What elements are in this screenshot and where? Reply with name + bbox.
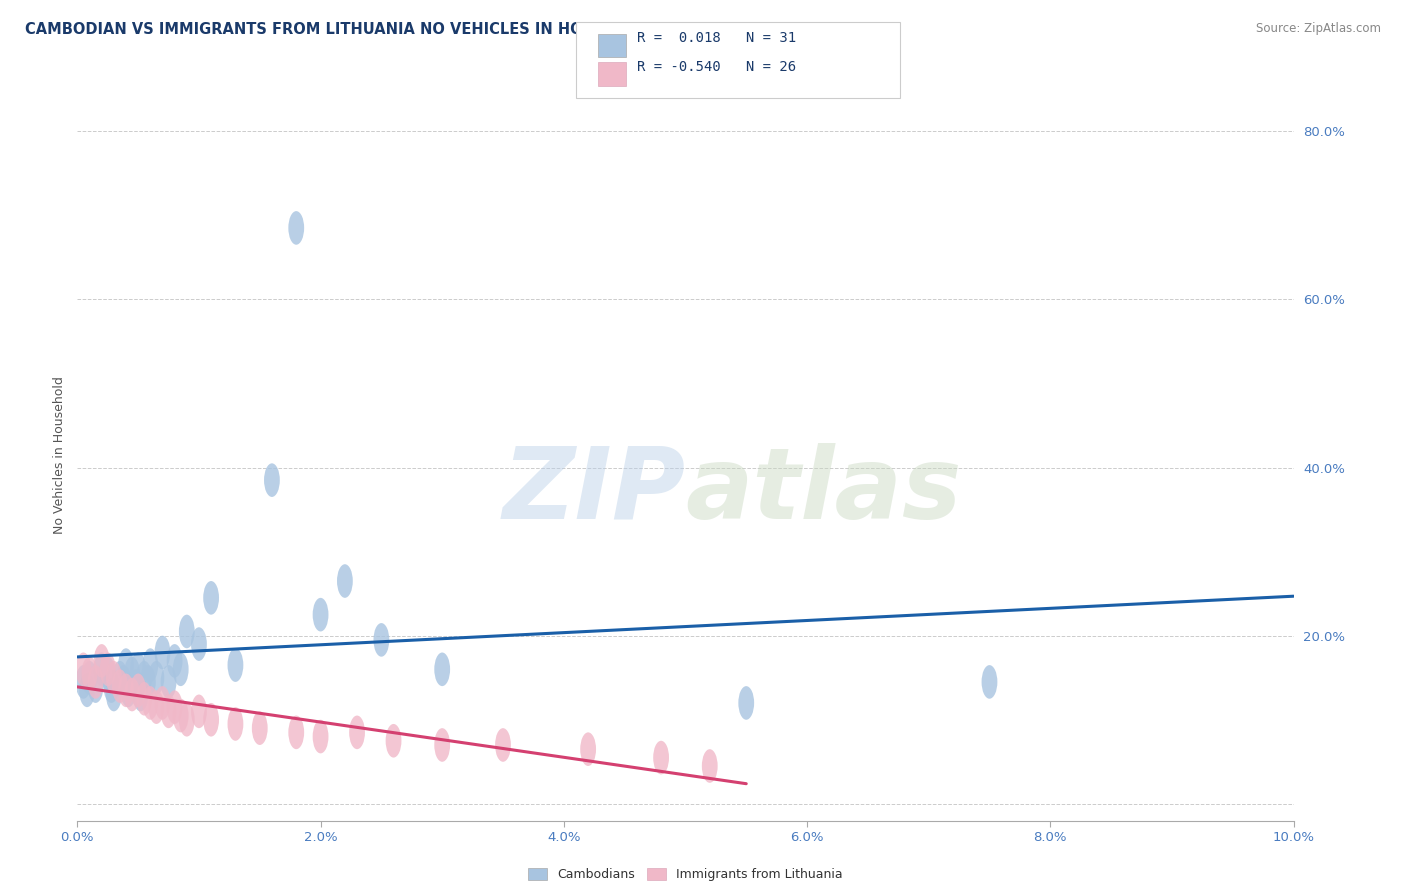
Ellipse shape <box>434 652 450 686</box>
Text: ZIP: ZIP <box>502 443 686 540</box>
Ellipse shape <box>155 686 170 720</box>
Ellipse shape <box>79 673 96 707</box>
Ellipse shape <box>738 686 754 720</box>
Ellipse shape <box>128 669 143 703</box>
Ellipse shape <box>82 661 97 695</box>
Ellipse shape <box>121 673 136 707</box>
Ellipse shape <box>94 652 110 686</box>
Text: Source: ZipAtlas.com: Source: ZipAtlas.com <box>1256 22 1381 36</box>
Ellipse shape <box>141 665 156 698</box>
Ellipse shape <box>204 703 219 737</box>
Ellipse shape <box>252 711 267 745</box>
Ellipse shape <box>112 661 128 695</box>
Ellipse shape <box>288 211 304 244</box>
Ellipse shape <box>142 648 159 681</box>
Ellipse shape <box>981 665 997 698</box>
Ellipse shape <box>312 720 329 754</box>
Ellipse shape <box>136 681 152 715</box>
Ellipse shape <box>87 669 104 703</box>
Ellipse shape <box>337 565 353 598</box>
Ellipse shape <box>204 581 219 615</box>
Ellipse shape <box>149 661 165 695</box>
Ellipse shape <box>136 661 152 695</box>
Ellipse shape <box>581 732 596 766</box>
Legend: Cambodians, Immigrants from Lithuania: Cambodians, Immigrants from Lithuania <box>522 862 849 888</box>
Ellipse shape <box>385 724 402 757</box>
Ellipse shape <box>131 673 146 707</box>
Ellipse shape <box>104 669 120 703</box>
Ellipse shape <box>105 661 122 695</box>
Ellipse shape <box>173 698 188 732</box>
Ellipse shape <box>167 644 183 678</box>
Ellipse shape <box>100 652 115 686</box>
Ellipse shape <box>160 695 176 728</box>
Ellipse shape <box>434 728 450 762</box>
Ellipse shape <box>264 463 280 497</box>
Ellipse shape <box>312 598 329 632</box>
Ellipse shape <box>105 678 122 711</box>
Ellipse shape <box>94 644 110 678</box>
Ellipse shape <box>82 657 97 690</box>
Ellipse shape <box>76 652 91 686</box>
Ellipse shape <box>76 665 91 698</box>
Text: R =  0.018   N = 31: R = 0.018 N = 31 <box>637 31 796 45</box>
Ellipse shape <box>349 715 366 749</box>
Ellipse shape <box>142 686 159 720</box>
Ellipse shape <box>191 627 207 661</box>
Ellipse shape <box>149 690 165 724</box>
Ellipse shape <box>100 657 115 690</box>
Ellipse shape <box>167 690 183 724</box>
Ellipse shape <box>654 740 669 774</box>
Ellipse shape <box>160 665 176 698</box>
Ellipse shape <box>115 665 131 698</box>
Ellipse shape <box>191 695 207 728</box>
Ellipse shape <box>155 636 170 669</box>
Y-axis label: No Vehicles in Household: No Vehicles in Household <box>53 376 66 533</box>
Text: atlas: atlas <box>686 443 962 540</box>
Ellipse shape <box>118 648 134 681</box>
Ellipse shape <box>228 648 243 681</box>
Ellipse shape <box>131 652 146 686</box>
Ellipse shape <box>173 652 188 686</box>
Ellipse shape <box>132 678 149 711</box>
Ellipse shape <box>124 678 141 711</box>
Ellipse shape <box>87 665 104 698</box>
Ellipse shape <box>112 669 128 703</box>
Ellipse shape <box>374 624 389 657</box>
Ellipse shape <box>179 615 194 648</box>
Text: R = -0.540   N = 26: R = -0.540 N = 26 <box>637 61 796 74</box>
Ellipse shape <box>288 715 304 749</box>
Ellipse shape <box>702 749 717 783</box>
Ellipse shape <box>495 728 510 762</box>
Ellipse shape <box>179 703 194 737</box>
Text: CAMBODIAN VS IMMIGRANTS FROM LITHUANIA NO VEHICLES IN HOUSEHOLD CORRELATION CHAR: CAMBODIAN VS IMMIGRANTS FROM LITHUANIA N… <box>25 22 844 37</box>
Ellipse shape <box>118 673 134 707</box>
Ellipse shape <box>228 707 243 740</box>
Ellipse shape <box>124 657 141 690</box>
